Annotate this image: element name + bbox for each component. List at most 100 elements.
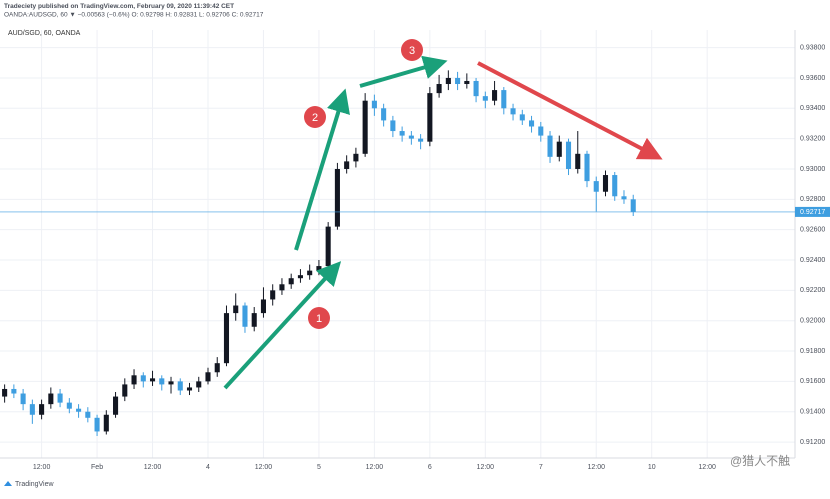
- candle-body: [427, 93, 433, 142]
- candle-body: [528, 120, 535, 127]
- x-tick-label: 12:00: [698, 464, 716, 471]
- candle-body: [371, 100, 377, 109]
- x-tick-label: 4: [206, 464, 210, 471]
- candle-body: [103, 414, 109, 432]
- candle-body: [334, 168, 340, 227]
- y-tick-label: 0.91800: [800, 348, 825, 355]
- candle-body: [381, 108, 387, 121]
- annotation-label: 2: [312, 112, 318, 124]
- y-tick-label: 0.92000: [800, 318, 825, 325]
- candle-body: [260, 299, 267, 314]
- annotation-badge: [401, 39, 423, 61]
- candle-body: [436, 84, 442, 94]
- candle-body: [233, 305, 239, 314]
- x-tick-label: Feb: [91, 464, 103, 471]
- y-tick-label: 0.91600: [800, 378, 825, 385]
- candle-body: [390, 120, 396, 132]
- y-tick-label: 0.93800: [800, 44, 825, 51]
- candle-body: [621, 196, 627, 200]
- candle-body: [584, 153, 590, 182]
- candle-body: [547, 135, 553, 157]
- candle-body: [29, 404, 35, 415]
- candle-body: [223, 313, 230, 364]
- last-price-box: [795, 206, 830, 217]
- candle-body: [205, 372, 211, 382]
- candle-body: [362, 100, 368, 154]
- annotation-label: 3: [409, 45, 415, 57]
- candle-body: [196, 381, 202, 388]
- arrow: [223, 261, 342, 390]
- candle-body: [538, 126, 544, 136]
- x-tick-label: 12:00: [366, 464, 384, 471]
- grid: 0.91200 0.91400 0.91600 0.91800 0.92000 0.922…: [0, 30, 825, 471]
- y-tick-label: 0.93600: [800, 75, 825, 82]
- candle-body: [242, 305, 248, 327]
- x-tick-label: 7: [539, 464, 543, 471]
- candle-body: [186, 387, 193, 391]
- candle-body: [270, 290, 276, 300]
- candle-body: [20, 393, 26, 405]
- arrow: [359, 55, 448, 88]
- candle-body: [57, 393, 63, 403]
- candle-body: [473, 80, 479, 97]
- candle-body: [131, 375, 137, 385]
- candle-body: [85, 411, 91, 418]
- annotation-label: 1: [316, 313, 322, 325]
- candle-body: [344, 161, 350, 169]
- candle-body: [149, 378, 156, 382]
- candle-body: [159, 378, 165, 385]
- candle-body: [2, 388, 8, 397]
- candle-body: [482, 96, 488, 101]
- candle-body: [612, 175, 618, 197]
- y-tick-label: 0.92800: [800, 196, 825, 203]
- candle-body: [214, 363, 220, 373]
- publisher-text: Tradeciety published on TradingView.com,…: [4, 3, 234, 10]
- candle-body: [593, 181, 599, 192]
- candle-body: [288, 278, 294, 285]
- brand: TradingView: [15, 481, 54, 488]
- quote: OANDA:AUDSGD, 60 ▼ −0.00563 (−0.6%) O: 0…: [4, 12, 264, 19]
- arrow: [477, 61, 663, 160]
- candle-body: [48, 393, 54, 405]
- chart-title: AUD/SGD, 60, OANDA: [8, 30, 81, 37]
- candle-body: [316, 266, 322, 271]
- brand-logo: [4, 481, 12, 486]
- candle-body: [501, 90, 507, 109]
- candle-body: [455, 77, 461, 85]
- candle-body: [492, 90, 498, 101]
- candle-body: [464, 80, 470, 85]
- y-tick-label: 0.93000: [800, 166, 825, 173]
- candle-body: [408, 135, 414, 139]
- y-tick-label: 0.92600: [800, 227, 825, 234]
- annotation-badge: [304, 106, 326, 128]
- candle-body: [66, 402, 72, 409]
- candle-body: [122, 384, 128, 397]
- candle-body: [76, 408, 82, 412]
- candle-body: [445, 77, 451, 85]
- candle-body: [630, 199, 636, 212]
- y-tick-label: 0.91200: [800, 439, 825, 446]
- x-tick-label: 12:00: [587, 464, 605, 471]
- x-tick-label: 12:00: [33, 464, 51, 471]
- candle-body: [510, 108, 516, 115]
- y-tick-label: 0.93200: [800, 135, 825, 142]
- arrow: [294, 88, 350, 251]
- x-tick-label: 12:00: [144, 464, 162, 471]
- candle-body: [565, 141, 572, 169]
- candle-body: [418, 138, 424, 142]
- candle-body: [556, 141, 562, 157]
- candle-body: [177, 381, 183, 391]
- candle-body: [575, 153, 581, 169]
- candle-body: [602, 175, 609, 192]
- candle-body: [94, 417, 100, 432]
- publisher: Tradeciety published on TradingView.com,…: [4, 3, 234, 10]
- last-price-label: 0.92717: [800, 209, 825, 216]
- candle-body: [140, 375, 146, 382]
- candle-body: [113, 396, 119, 415]
- y-tick-label: 0.92400: [800, 257, 825, 264]
- x-tick-label: 10: [648, 464, 656, 471]
- x-tick-label: 6: [428, 464, 432, 471]
- candle-body: [11, 388, 17, 394]
- y-tick-label: 0.93400: [800, 105, 825, 112]
